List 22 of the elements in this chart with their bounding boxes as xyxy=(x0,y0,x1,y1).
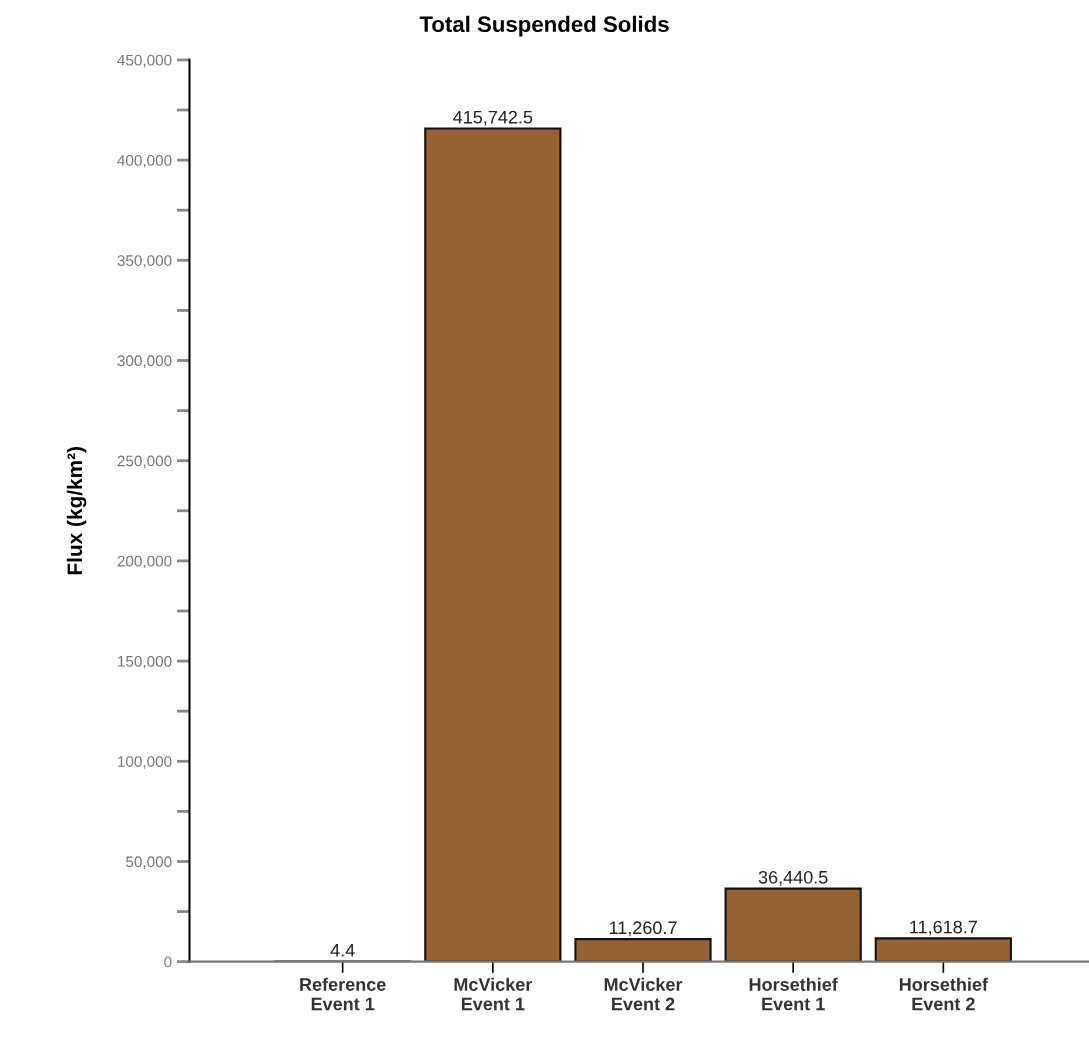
y-tick-label: 400,000 xyxy=(117,154,172,168)
y-tick-label: 200,000 xyxy=(117,555,172,569)
chart-title: Total Suspended Solids xyxy=(419,15,669,37)
x-tick-label: Horsethief Event 1 xyxy=(749,977,838,1011)
x-tick-label: Horsethief Event 2 xyxy=(899,977,989,1011)
data-label: 11,618.7 xyxy=(910,920,977,936)
y-tick-label: 350,000 xyxy=(117,255,172,268)
x-tick-label: McVicker Event 1 xyxy=(454,977,533,1011)
data-label: 415,742.5 xyxy=(453,110,533,126)
x-tick-label: Reference Event 1 xyxy=(300,977,386,1011)
y-tick-label: 50,000 xyxy=(126,856,172,869)
data-label: 11,260.7 xyxy=(609,921,677,937)
data-label: 36,440.5 xyxy=(758,870,828,886)
y-axis-title: Flux (kg/km²) xyxy=(66,447,87,575)
data-label: 4.4 xyxy=(330,944,355,957)
x-tick-label: McVicker Event 2 xyxy=(604,977,683,1011)
y-tick-label: 250,000 xyxy=(117,455,172,469)
y-tick-label: 150,000 xyxy=(118,655,172,669)
y-tick-label: 0 xyxy=(164,956,172,968)
y-tick-label: 450,000 xyxy=(117,54,172,68)
y-tick-label: 300,000 xyxy=(117,355,172,368)
y-tick-label: 100,000 xyxy=(118,756,172,769)
